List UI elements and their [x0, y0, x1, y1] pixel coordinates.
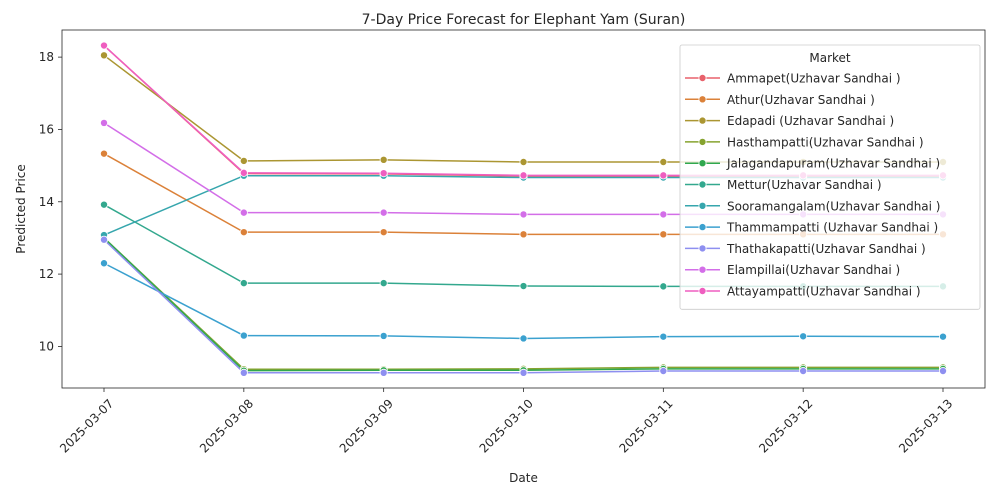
- legend-swatch-marker: [698, 201, 707, 210]
- x-axis-label: Date: [509, 471, 538, 485]
- y-tick-label: 12: [39, 267, 54, 281]
- data-point: [239, 208, 248, 217]
- data-point: [659, 282, 668, 291]
- data-point: [379, 169, 388, 178]
- legend-swatch-marker: [698, 74, 707, 83]
- data-point: [379, 368, 388, 377]
- data-point: [239, 279, 248, 288]
- data-point: [659, 210, 668, 219]
- data-point: [100, 149, 109, 158]
- chart-title: 7-Day Price Forecast for Elephant Yam (S…: [362, 12, 686, 28]
- data-point: [519, 171, 528, 180]
- legend-swatch-marker: [698, 180, 707, 189]
- legend-entry: Edapadi (Uzhavar Sandhai ): [727, 114, 894, 128]
- data-point: [519, 368, 528, 377]
- data-point: [799, 332, 808, 341]
- legend-entry: Elampillai(Uzhavar Sandhai ): [727, 263, 900, 277]
- data-point: [100, 118, 109, 127]
- data-point: [239, 228, 248, 237]
- data-point: [239, 368, 248, 377]
- data-point: [100, 51, 109, 60]
- legend-swatch-marker: [698, 223, 707, 232]
- data-point: [659, 157, 668, 166]
- data-point: [379, 208, 388, 217]
- data-point: [659, 367, 668, 376]
- legend: Market Ammapet(Uzhavar Sandhai ) Athur(Uz…: [679, 44, 981, 310]
- data-point: [519, 230, 528, 239]
- data-point: [799, 367, 808, 376]
- legend-swatch-marker: [698, 244, 707, 253]
- data-point: [659, 171, 668, 180]
- legend-entry: Ammapet(Uzhavar Sandhai ): [727, 72, 901, 86]
- legend-entry: Mettur(Uzhavar Sandhai ): [727, 178, 882, 192]
- y-tick-label: 16: [39, 122, 54, 136]
- data-point: [519, 282, 528, 291]
- y-tick-label: 18: [39, 50, 54, 64]
- y-tick-label: 14: [39, 195, 54, 209]
- y-axis-label: Predicted Price: [14, 164, 28, 253]
- legend-swatch-marker: [698, 116, 707, 125]
- legend-items: Ammapet(Uzhavar Sandhai ) Athur(Uzhavar S…: [685, 72, 941, 299]
- data-point: [379, 155, 388, 164]
- data-point: [100, 259, 109, 268]
- legend-entry: Athur(Uzhavar Sandhai ): [727, 93, 875, 107]
- legend-swatch-marker: [698, 159, 707, 168]
- data-point: [519, 334, 528, 343]
- data-point: [100, 235, 109, 244]
- data-point: [100, 200, 109, 209]
- legend-entry: Jalagandapuram(Uzhavar Sandhai ): [726, 157, 940, 171]
- data-point: [939, 367, 948, 376]
- legend-entry: Sooramangalam(Uzhavar Sandhai ): [727, 199, 941, 213]
- data-point: [659, 332, 668, 341]
- y-tick-label: 10: [39, 339, 54, 353]
- data-point: [239, 168, 248, 177]
- data-point: [379, 331, 388, 340]
- legend-entry: Thathakapatti(Uzhavar Sandhai ): [726, 242, 926, 256]
- legend-entry: Attayampatti(Uzhavar Sandhai ): [727, 285, 921, 299]
- data-point: [379, 228, 388, 237]
- data-point: [379, 279, 388, 288]
- legend-swatch-marker: [698, 95, 707, 104]
- data-point: [939, 332, 948, 341]
- legend-title: Market: [809, 51, 851, 65]
- data-point: [239, 331, 248, 340]
- legend-entry: Hasthampatti(Uzhavar Sandhai ): [727, 135, 924, 149]
- y-axis: 10 12 14 16 18: [39, 50, 62, 353]
- data-point: [519, 157, 528, 166]
- legend-swatch-marker: [698, 137, 707, 146]
- data-point: [519, 210, 528, 219]
- legend-box: [679, 44, 981, 310]
- legend-swatch-marker: [698, 286, 707, 295]
- data-point: [100, 41, 109, 50]
- data-point: [239, 156, 248, 165]
- data-point: [659, 230, 668, 239]
- legend-swatch-marker: [698, 265, 707, 274]
- legend-entry: Thammampatti (Uzhavar Sandhai ): [726, 221, 938, 235]
